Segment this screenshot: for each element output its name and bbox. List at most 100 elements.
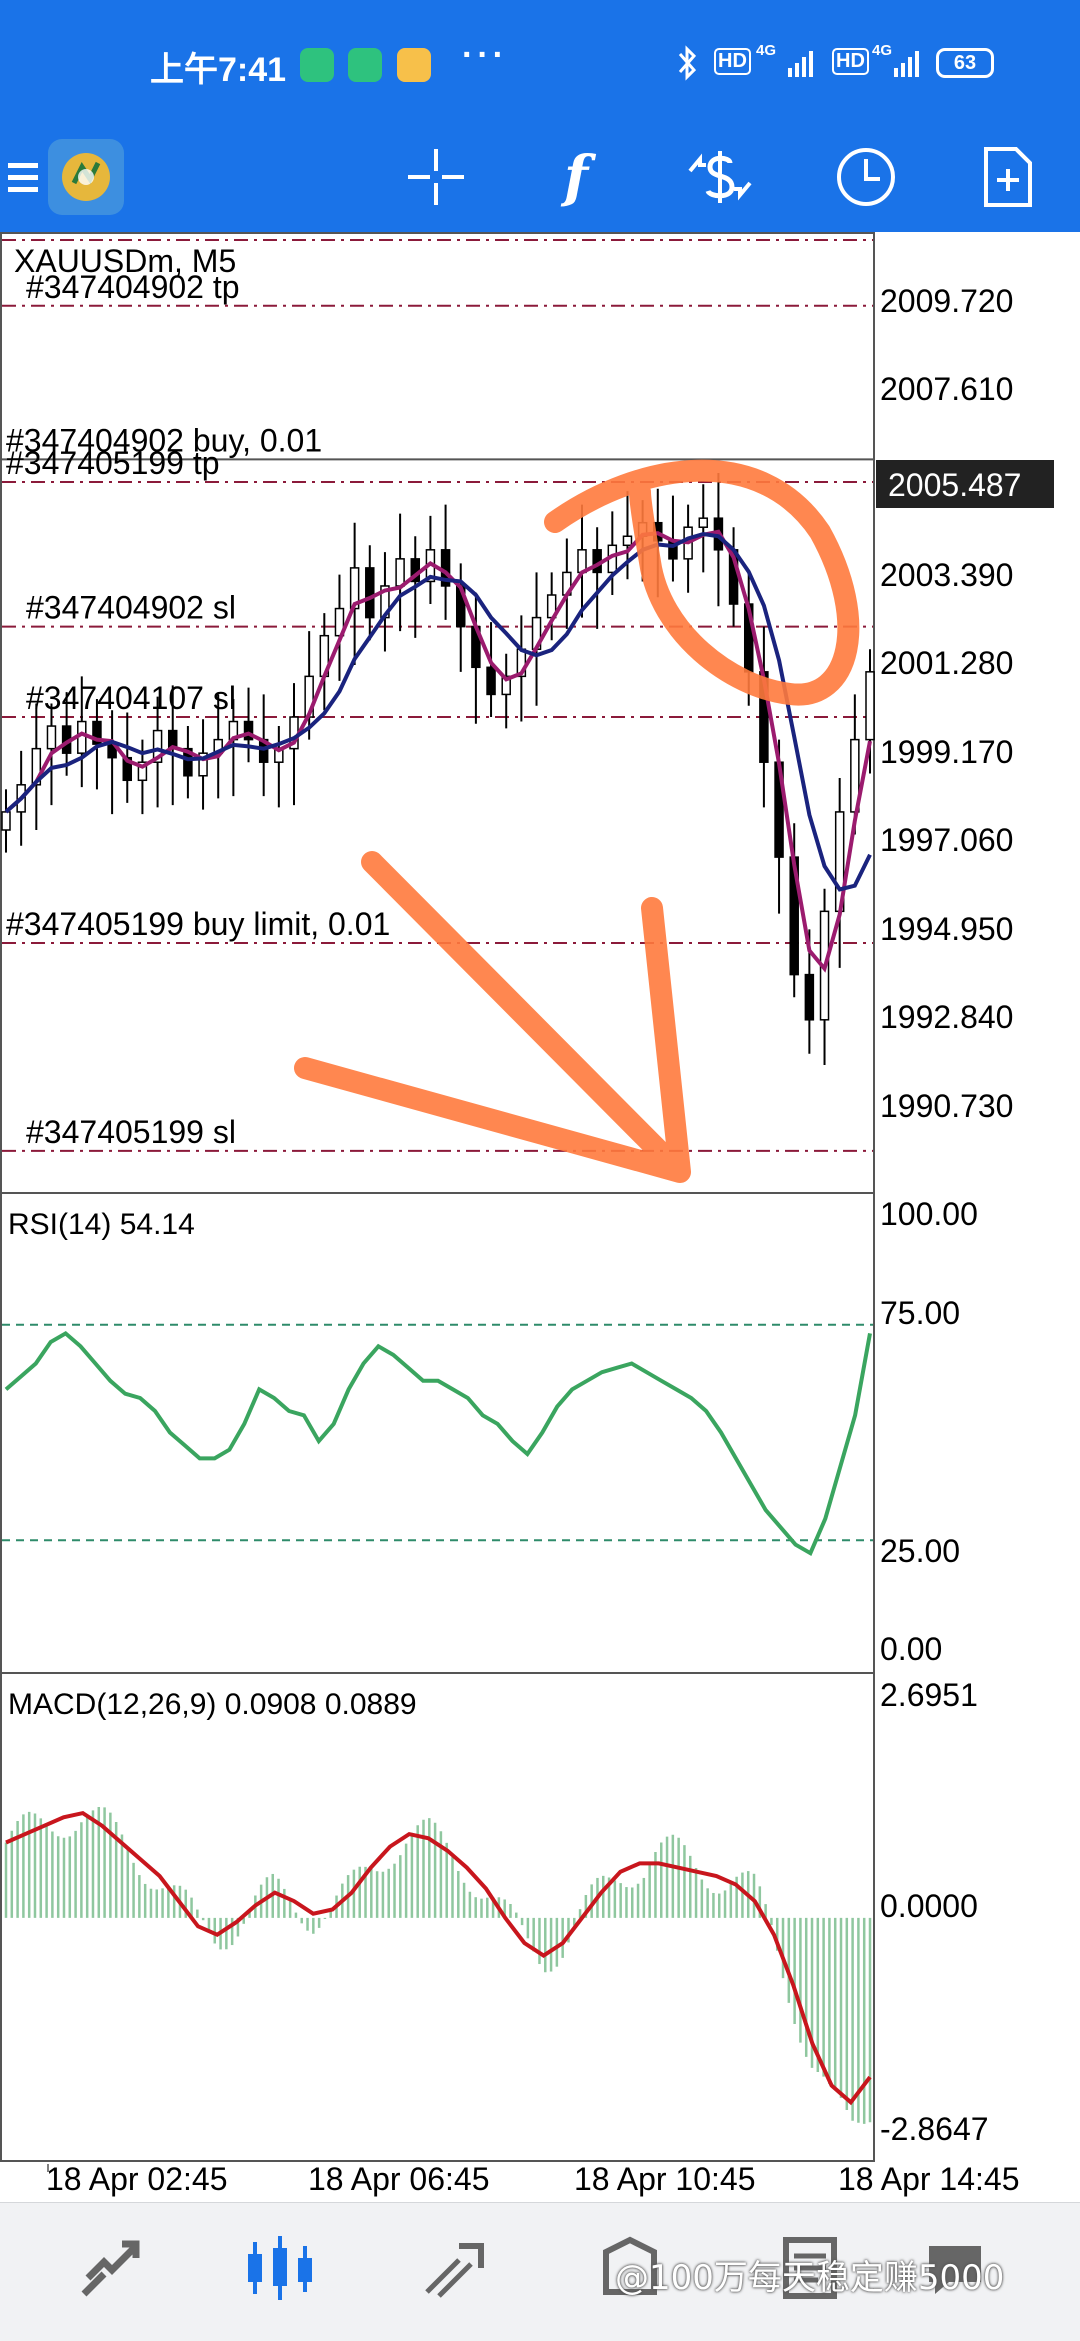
crosshair-icon <box>408 149 464 205</box>
trade-icon <box>425 2243 484 2298</box>
candle-body <box>46 725 57 750</box>
menu-icon <box>8 163 38 192</box>
hand-annotation <box>294 459 860 1183</box>
time-tick: 18 Apr 06:45 <box>308 2161 489 2197</box>
order-line-label: #347404902 tp <box>26 269 240 305</box>
macd-level: 2.6951 <box>880 1677 978 1713</box>
rsi-level: 25.00 <box>880 1533 960 1569</box>
annotation-circle <box>544 459 860 706</box>
hd-badge-2: HD <box>832 48 869 75</box>
order-line-label: #347404902 buy, 0.01 <box>6 422 322 458</box>
candle-body <box>865 671 875 741</box>
symbols-button[interactable] <box>680 137 760 217</box>
candle-body <box>698 517 709 528</box>
candle-body <box>501 675 511 696</box>
time-tick: 18 Apr 14:45 <box>838 2161 1019 2197</box>
price-tick: 2007.610 <box>880 371 1013 407</box>
chart-icon <box>248 2236 312 2300</box>
current-price-label: 2005.487 <box>888 467 1021 503</box>
main-chart-layer: #347404902 tp#347404902 buy, 0.01#347405… <box>1 239 875 1152</box>
more-notifications-icon: ··· <box>462 36 508 74</box>
candle-body <box>243 720 254 741</box>
menu-button[interactable] <box>0 137 58 217</box>
price-tick: 1994.950 <box>880 911 1013 947</box>
price-tick: 1997.060 <box>880 822 1013 858</box>
shield-app-icon <box>300 48 334 82</box>
time-tick: 18 Apr 02:45 <box>46 2161 227 2197</box>
candle-body <box>31 747 42 786</box>
price-tick: 1992.840 <box>880 999 1013 1035</box>
chart-area[interactable]: #347404902 tp #347404902 buy, 0.01 #347405… <box>0 232 1080 2202</box>
macd-title: MACD(12,26,9) 0.0908 0.0889 <box>8 1688 417 1721</box>
candle-body <box>1 811 11 831</box>
rsi-line <box>4 1330 872 1557</box>
order-line-label: #347405199 sl <box>26 1114 236 1150</box>
shield-app-icon-2 <box>348 48 382 82</box>
history-icon <box>603 2236 657 2295</box>
price-axis: 2009.720 2007.610 2003.390 2001.280 1999… <box>880 283 1013 1124</box>
rsi-level: 75.00 <box>880 1295 960 1331</box>
status-time: 上午7:41 <box>150 51 287 89</box>
nav-messages[interactable] <box>905 2223 1005 2313</box>
chart-canvas[interactable]: #347404902 tp#347404902 buy, 0.01#347405… <box>0 232 1080 2202</box>
signal-icon-2 <box>894 51 919 77</box>
order-line-label: #347404902 sl <box>26 590 236 626</box>
clock-icon <box>837 148 895 206</box>
message-app-icon <box>397 48 431 82</box>
candle-body <box>137 761 148 782</box>
rsi-level: 0.00 <box>880 1631 942 1667</box>
rsi-frame <box>0 1192 875 1674</box>
candle-body <box>622 535 633 547</box>
price-tick: 2003.390 <box>880 557 1013 593</box>
nav-trade[interactable] <box>405 2223 505 2313</box>
order-line-label: #347404107 sl <box>26 680 236 716</box>
battery-indicator: 63 <box>936 48 994 78</box>
new-order-button[interactable] <box>968 137 1048 217</box>
time-tick: 18 Apr 10:45 <box>574 2161 755 2197</box>
rsi-title: RSI(14) 54.14 <box>8 1208 195 1241</box>
new-document-icon <box>984 147 1032 207</box>
messages-icon <box>929 2246 981 2294</box>
macd-level: -2.8647 <box>880 2111 989 2147</box>
candle-body <box>198 752 208 777</box>
indicators-button[interactable]: f <box>536 137 616 217</box>
candle-body <box>804 973 815 1021</box>
nav-news[interactable] <box>760 2223 860 2313</box>
function-icon: f <box>563 144 589 210</box>
quotes-icon <box>81 2240 140 2297</box>
crosshair-button[interactable] <box>396 137 476 217</box>
macd-level: 0.0000 <box>880 1888 978 1924</box>
nav-history[interactable] <box>580 2223 680 2313</box>
hd-badge-1: HD <box>714 48 751 75</box>
price-tick: 2001.280 <box>880 645 1013 681</box>
candle-body <box>486 666 496 696</box>
watermark: @100万每天稳定赚5000 <box>615 2258 1005 2298</box>
status-bar: 上午7:41 ··· HD 4G HD 4G 63 <box>0 0 1080 125</box>
app-logo[interactable] <box>46 137 126 217</box>
macd-layer <box>4 1806 872 2124</box>
top-toolbar: f <box>0 125 1080 232</box>
candle-body <box>395 558 405 587</box>
current-price-badge <box>876 460 1054 508</box>
price-tick: 2009.720 <box>880 283 1013 319</box>
macd-frame <box>0 1672 875 2162</box>
currency-exchange-icon <box>688 151 752 203</box>
order-line-label: #347405199 tp <box>6 445 220 481</box>
macd-signal-line <box>5 1810 872 2106</box>
nav-quotes[interactable] <box>60 2223 160 2313</box>
nav-chart[interactable] <box>230 2223 330 2313</box>
bottom-navigation <box>0 2202 1080 2341</box>
candle-body <box>92 720 102 745</box>
network-4g-1: 4G <box>756 42 777 59</box>
network-4g-2: 4G <box>872 42 893 59</box>
app-logo-icon <box>48 139 124 215</box>
order-line-label: #347405199 buy limit, 0.01 <box>6 906 390 942</box>
annotation-arrow <box>294 851 691 1183</box>
price-tick: 1990.730 <box>880 1088 1013 1124</box>
symbol-label: XAUUSDm, M5 <box>14 243 236 279</box>
rsi-level: 100.00 <box>880 1196 978 1232</box>
period-button[interactable] <box>826 137 906 217</box>
signal-icon-1 <box>788 51 813 77</box>
candle-body <box>152 729 163 763</box>
bluetooth-icon <box>678 45 697 81</box>
